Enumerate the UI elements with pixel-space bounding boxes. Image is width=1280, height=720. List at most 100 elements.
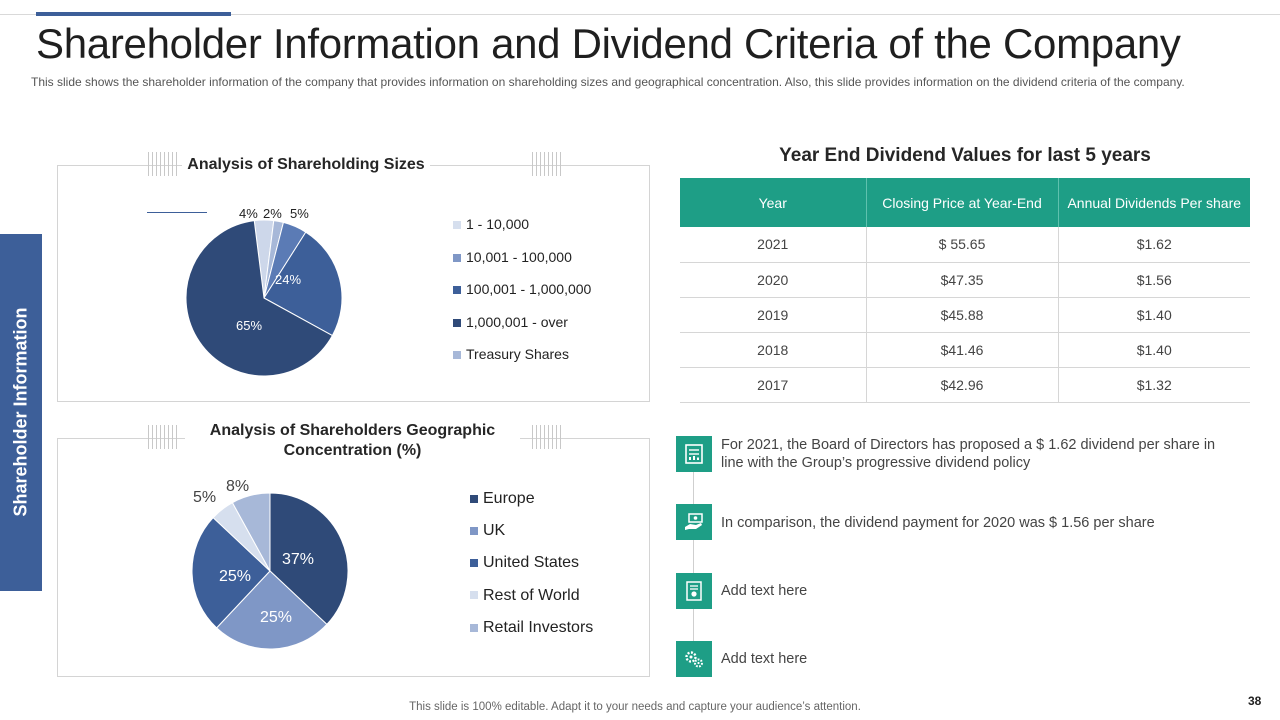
timeline-line — [693, 455, 694, 660]
table-cell: $ 55.65 — [866, 227, 1059, 263]
timeline-text-2: In comparison, the dividend payment for … — [721, 515, 1155, 531]
pie2-label-3: 25% — [219, 568, 252, 585]
pie1-label-3: 5% — [290, 206, 309, 221]
table-row: 2017 $42.96 $1.32 — [680, 367, 1250, 403]
timeline-text-1: For 2021, the Board of Directors has pro… — [721, 437, 1216, 471]
table-cell: 2017 — [680, 367, 867, 403]
top-rule — [0, 14, 1280, 15]
footer-note: This slide is 100% editable. Adapt it to… — [409, 701, 861, 713]
table-cell: $45.88 — [866, 297, 1059, 333]
chart2-title: Analysis of Shareholders Geographic Conc… — [185, 421, 520, 461]
legend-item: 100,001 - 1,000,000 — [453, 281, 591, 297]
legend-item: Treasury Shares — [453, 346, 569, 362]
pie-slice-2-1 — [269, 492, 349, 626]
table-cell: $1.62 — [1058, 227, 1250, 263]
table-cell: $1.40 — [1058, 297, 1250, 333]
table-row: 2021 $ 55.65 $1.62 — [680, 227, 1250, 263]
legend-item: UK — [470, 522, 505, 540]
legend-item: United States — [470, 554, 579, 572]
legend-swatch — [453, 351, 461, 360]
title-accent-bar — [36, 12, 231, 16]
legend-item: 10,001 - 100,000 — [453, 249, 572, 265]
table-cell: 2020 — [680, 262, 867, 298]
pie2-label-5: 8% — [226, 478, 250, 495]
column-header: Year — [680, 178, 867, 227]
column-header: Closing Price at Year-End — [866, 178, 1059, 227]
table-row: 2020 $47.35 $1.56 — [680, 262, 1250, 298]
table-cell: $1.56 — [1058, 262, 1250, 298]
column-header: Annual Dividends Per share — [1058, 178, 1250, 227]
pie-slice-1-4 — [263, 231, 343, 337]
leader-line — [147, 212, 207, 213]
dividend-table-title: Year End Dividend Values for last 5 year… — [779, 145, 1151, 166]
table-row: 2019 $45.88 $1.40 — [680, 297, 1250, 333]
pie-slice-2-3 — [191, 516, 271, 629]
hatch-decoration — [148, 425, 180, 449]
pie-slice-2-5 — [231, 492, 271, 572]
legend-label: Retail Investors — [483, 618, 594, 636]
legend-swatch — [470, 559, 478, 568]
legend-item: Rest of World — [470, 587, 580, 605]
legend-label: Treasury Shares — [466, 346, 569, 362]
table-cell: $1.32 — [1058, 367, 1250, 403]
shareholding-sizes-panel — [57, 165, 650, 402]
legend-swatch — [453, 286, 461, 295]
pie2-label-1: 37% — [282, 551, 315, 568]
table-cell: 2018 — [680, 332, 867, 368]
certificate-icon — [676, 573, 712, 609]
table-cell: $1.40 — [1058, 332, 1250, 368]
page-title: Shareholder Information and Dividend Cri… — [36, 20, 1181, 67]
dividend-table: Year Closing Price at Year-End Annual Di… — [680, 178, 1250, 403]
table-header-row: Year Closing Price at Year-End Annual Di… — [680, 178, 1250, 227]
legend-label: 10,001 - 100,000 — [466, 248, 572, 265]
legend-label: 1,000,001 - over — [466, 313, 568, 330]
hatch-decoration — [148, 152, 180, 176]
legend-item: 1 - 10,000 — [453, 216, 529, 232]
pie1-label-2: 2% — [263, 206, 282, 221]
pie2-label-2: 25% — [260, 609, 293, 626]
legend-item: 1,000,001 - over — [453, 314, 568, 330]
geographic-concentration-panel — [57, 438, 650, 677]
pie1-label-5: 65% — [236, 318, 263, 333]
legend-swatch — [470, 494, 478, 503]
hatch-decoration — [532, 152, 564, 176]
pie1-label-1: 4% — [239, 206, 258, 221]
document-chart-icon — [676, 436, 712, 472]
page-subtitle: This slide shows the shareholder informa… — [31, 75, 1185, 89]
timeline-text-3: Add text here — [721, 583, 808, 599]
pie2-label-4: 5% — [193, 489, 217, 506]
shareholding-sizes-pie — [185, 219, 343, 377]
legend-swatch — [470, 623, 478, 632]
pie-slice-1-5 — [185, 220, 334, 377]
chart1-title: Analysis of Shareholding Sizes — [182, 155, 430, 175]
hatch-decoration — [532, 425, 564, 449]
geographic-concentration-pie — [191, 492, 349, 650]
legend-swatch — [453, 253, 461, 262]
pie1-label-4: 24% — [275, 272, 302, 287]
legend-swatch — [453, 221, 461, 230]
side-tab — [0, 234, 42, 591]
legend-label: 100,001 - 1,000,000 — [466, 281, 592, 297]
gears-icon — [676, 641, 712, 677]
legend-label: Rest of World — [483, 586, 580, 604]
legend-item: Retail Investors — [470, 619, 593, 637]
legend-label: 1 - 10,000 — [466, 216, 530, 232]
timeline-text-4: Add text here — [721, 651, 808, 667]
side-tab-label: Shareholder Information — [10, 307, 31, 517]
table-cell: $47.35 — [866, 262, 1059, 298]
table-cell: 2019 — [680, 297, 867, 333]
legend-label: Europe — [483, 490, 535, 507]
money-hand-icon — [676, 504, 712, 540]
table-cell: 2021 — [680, 227, 867, 263]
legend-label: UK — [483, 522, 506, 540]
legend-item: Europe — [470, 490, 535, 508]
legend-swatch — [470, 526, 478, 535]
legend-swatch — [470, 591, 478, 600]
legend-swatch — [453, 318, 461, 327]
table-cell: $42.96 — [866, 367, 1059, 403]
pie-slice-2-2 — [215, 570, 328, 650]
table-row: 2018 $41.46 $1.40 — [680, 332, 1250, 368]
page-number: 38 — [1248, 694, 1262, 708]
table-cell: $41.46 — [866, 332, 1059, 368]
legend-label: United States — [483, 554, 580, 572]
